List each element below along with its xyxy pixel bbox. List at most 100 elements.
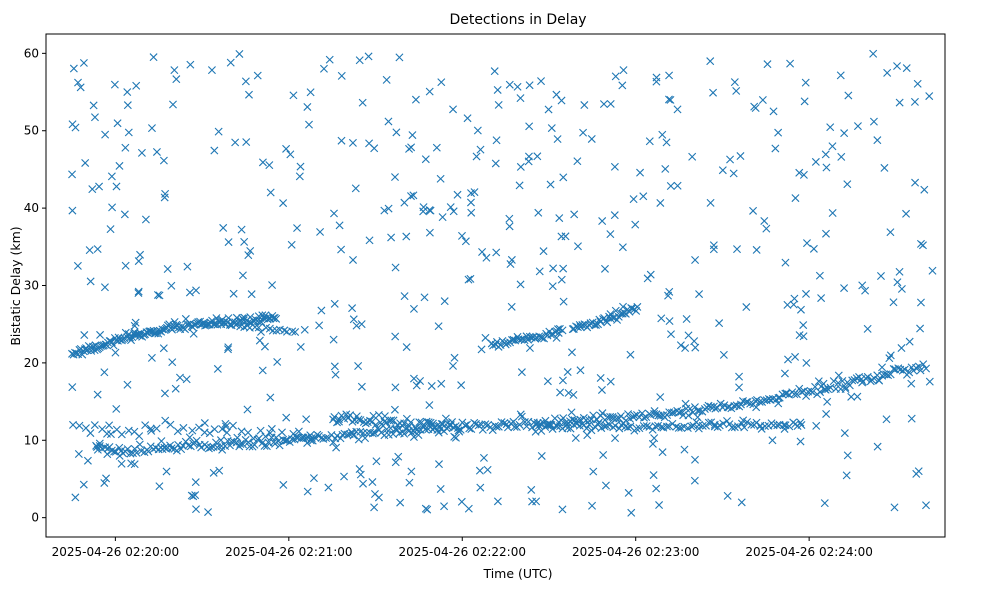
data-point — [260, 342, 269, 351]
data-point — [549, 264, 558, 273]
data-point — [796, 305, 805, 314]
data-point — [132, 81, 141, 90]
data-point — [567, 408, 576, 417]
data-point — [325, 55, 334, 64]
data-point — [231, 138, 240, 147]
data-point — [303, 102, 312, 111]
data-point — [395, 53, 404, 62]
data-point — [811, 157, 820, 166]
data-point — [391, 332, 400, 341]
data-point — [283, 436, 292, 445]
data-point — [365, 236, 374, 245]
data-point — [897, 284, 906, 293]
data-point — [421, 155, 430, 164]
data-point — [255, 336, 264, 345]
data-point — [457, 231, 466, 240]
data-point — [517, 368, 526, 377]
data-point — [115, 451, 124, 460]
data-point — [658, 130, 667, 139]
data-point — [928, 266, 937, 275]
data-point — [185, 433, 194, 442]
data-point — [120, 210, 129, 219]
data-point — [135, 432, 144, 441]
data-point — [643, 274, 652, 283]
data-point — [733, 245, 741, 254]
data-point — [525, 332, 534, 341]
data-point — [756, 422, 765, 431]
data-point — [161, 416, 170, 425]
data-point — [509, 417, 518, 426]
data-point — [222, 422, 230, 431]
data-point — [348, 429, 357, 438]
data-point — [437, 78, 446, 87]
data-point — [80, 331, 89, 340]
data-point — [463, 114, 472, 123]
data-point — [68, 120, 77, 129]
data-point — [224, 238, 233, 247]
data-point — [390, 405, 399, 414]
data-point — [598, 409, 607, 418]
data-point — [481, 420, 490, 429]
data-point — [730, 78, 739, 87]
data-point — [105, 421, 114, 430]
data-point — [847, 392, 856, 401]
x-tick-label: 2025-04-26 02:20:00 — [52, 545, 179, 559]
data-point — [481, 333, 490, 342]
data-point — [586, 319, 595, 328]
data-point — [556, 388, 565, 397]
data-point — [817, 294, 826, 303]
data-point — [823, 397, 832, 406]
data-point — [329, 335, 338, 344]
data-point — [245, 90, 253, 99]
data-point — [543, 377, 552, 386]
data-point — [599, 451, 608, 459]
data-point — [229, 421, 237, 430]
data-point — [652, 484, 661, 493]
data-point — [723, 491, 732, 500]
data-point — [160, 443, 169, 452]
data-point — [837, 152, 846, 161]
data-point — [694, 420, 703, 429]
data-point — [457, 497, 466, 506]
data-point — [537, 77, 546, 86]
data-point — [279, 199, 288, 208]
data-point — [289, 429, 298, 438]
data-point — [657, 314, 666, 323]
data-point — [240, 237, 249, 246]
data-point — [430, 423, 439, 432]
data-point — [606, 377, 615, 386]
data-point — [200, 428, 209, 437]
data-point — [672, 422, 681, 431]
data-point — [507, 302, 516, 311]
data-point — [268, 326, 277, 335]
data-point — [201, 321, 210, 330]
data-point — [358, 98, 367, 107]
data-point — [723, 416, 731, 425]
data-point — [305, 120, 313, 129]
data-point — [507, 336, 516, 344]
data-point — [413, 425, 422, 434]
chart-title: Detections in Delay — [449, 12, 586, 28]
data-point — [632, 424, 641, 433]
data-point — [89, 101, 98, 110]
data-point — [694, 424, 703, 433]
data-point — [392, 128, 401, 137]
data-point — [524, 152, 533, 161]
data-point — [99, 341, 108, 350]
data-point — [824, 385, 833, 394]
data-point — [820, 499, 829, 508]
data-point — [174, 440, 183, 449]
data-point — [878, 363, 887, 372]
data-point — [391, 173, 399, 182]
data-point — [256, 426, 265, 435]
data-point — [922, 364, 931, 373]
data-point — [900, 365, 909, 374]
data-point — [266, 393, 275, 402]
data-point — [709, 241, 718, 250]
data-point — [662, 422, 671, 431]
data-point — [841, 383, 850, 392]
data-point — [690, 476, 699, 485]
data-point — [490, 67, 499, 76]
data-point — [102, 474, 111, 483]
y-tick-label: 30 — [24, 279, 39, 293]
